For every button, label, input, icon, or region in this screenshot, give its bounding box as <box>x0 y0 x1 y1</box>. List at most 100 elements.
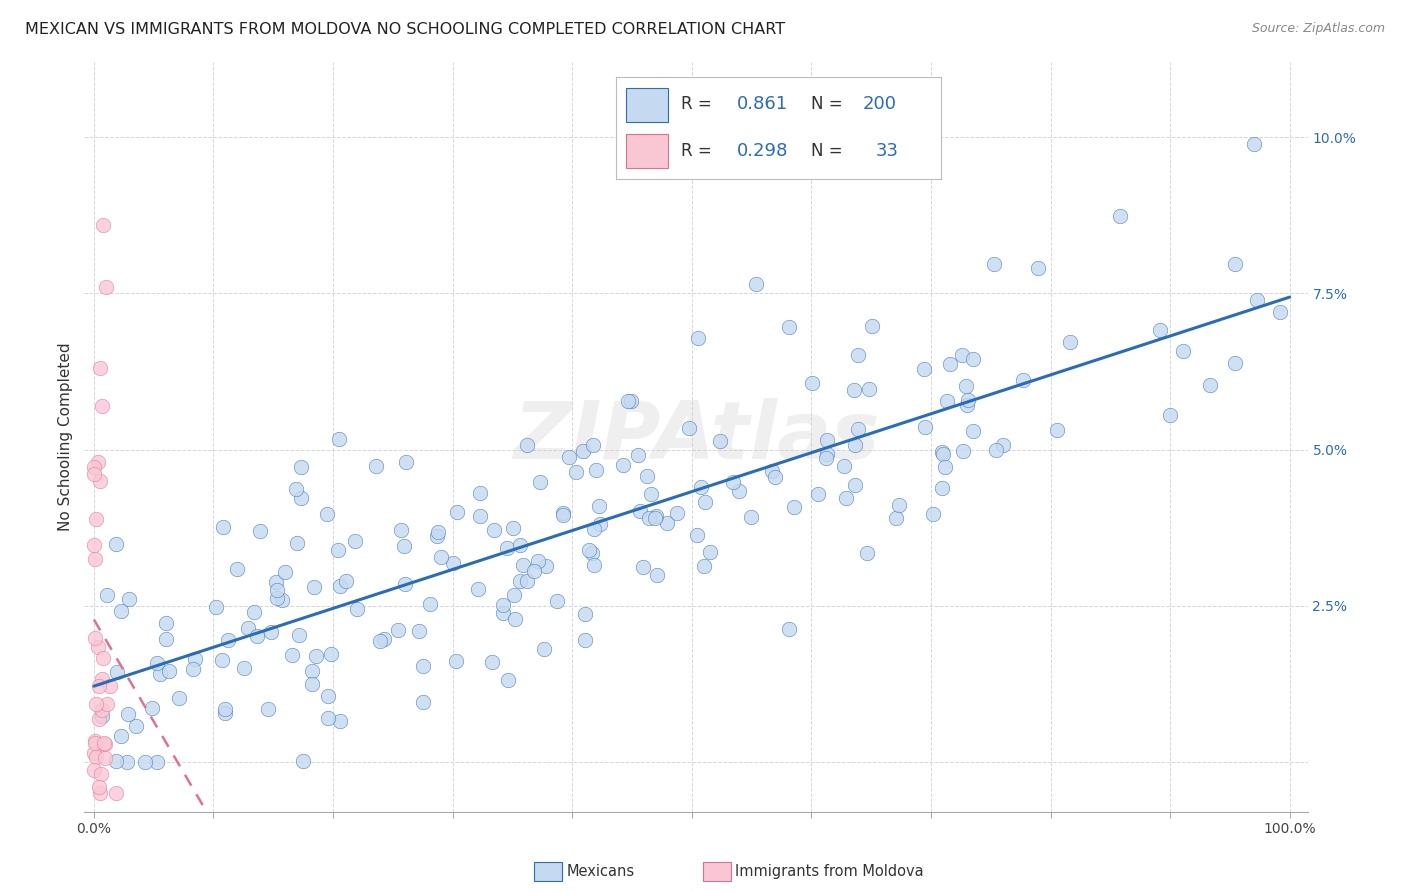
Point <box>430 549 453 564</box>
Point <box>509 574 531 588</box>
Point <box>146 755 169 769</box>
Point <box>835 491 858 506</box>
Point <box>84 697 107 711</box>
Point <box>1246 293 1268 308</box>
Point <box>184 652 207 666</box>
Point <box>301 677 323 691</box>
Point <box>246 629 269 643</box>
Point <box>807 487 830 501</box>
Point <box>496 541 519 556</box>
Point <box>546 593 568 607</box>
Point <box>115 755 138 769</box>
Point <box>141 701 163 715</box>
Point <box>271 592 294 607</box>
Point <box>319 648 342 662</box>
Point <box>1268 305 1291 319</box>
Point <box>1159 408 1181 422</box>
Point <box>557 450 579 464</box>
Point <box>83 733 105 747</box>
Point <box>815 433 838 447</box>
Point <box>693 559 716 574</box>
Point <box>470 509 492 524</box>
Point <box>157 664 180 678</box>
Point <box>236 621 259 635</box>
Point <box>588 499 610 513</box>
Point <box>482 524 505 538</box>
Point <box>571 444 593 458</box>
Text: ZIPAtlas: ZIPAtlas <box>513 398 879 476</box>
Text: Immigrants from Moldova: Immigrants from Moldova <box>735 864 924 879</box>
Point <box>844 477 866 491</box>
Point <box>1059 335 1081 350</box>
Point <box>638 511 661 525</box>
Point <box>274 565 297 579</box>
Point <box>368 633 391 648</box>
Point <box>1223 356 1246 370</box>
Point <box>686 527 709 541</box>
Point <box>800 376 823 391</box>
Point <box>914 420 936 434</box>
Point <box>533 642 555 657</box>
Point <box>91 709 114 723</box>
Point <box>912 362 935 376</box>
Point <box>952 444 974 458</box>
Point <box>740 510 762 524</box>
Point <box>259 625 281 640</box>
Point <box>167 691 190 706</box>
Point <box>90 672 112 686</box>
Point <box>523 564 546 578</box>
Point <box>468 486 491 500</box>
Point <box>290 491 312 505</box>
Point <box>316 507 339 521</box>
Point <box>281 648 304 663</box>
Point <box>553 508 575 523</box>
Point <box>125 718 148 732</box>
Point <box>496 673 519 687</box>
Point <box>94 751 117 765</box>
Text: MEXICAN VS IMMIGRANTS FROM MOLDOVA NO SCHOOLING COMPLETED CORRELATION CHART: MEXICAN VS IMMIGRANTS FROM MOLDOVA NO SC… <box>25 22 786 37</box>
Point <box>721 475 744 489</box>
Point <box>93 737 115 751</box>
Point <box>301 664 323 678</box>
Point <box>932 447 955 461</box>
Point <box>86 749 108 764</box>
Point <box>699 545 721 559</box>
Point <box>467 582 489 596</box>
Point <box>627 449 650 463</box>
Point <box>266 591 288 606</box>
Point <box>266 582 288 597</box>
Point <box>84 512 107 526</box>
Point <box>387 623 409 637</box>
Point <box>304 648 326 663</box>
Point <box>529 475 551 489</box>
Point <box>581 546 603 560</box>
Y-axis label: No Schooling Completed: No Schooling Completed <box>58 343 73 532</box>
Point <box>412 695 434 709</box>
Point <box>503 612 526 626</box>
Point <box>316 711 339 725</box>
Point <box>249 524 271 538</box>
Point <box>931 445 953 459</box>
Point <box>931 481 953 495</box>
Point <box>181 662 204 676</box>
Point <box>644 510 666 524</box>
Text: Source: ZipAtlas.com: Source: ZipAtlas.com <box>1251 22 1385 36</box>
Point <box>96 588 118 602</box>
Point <box>578 542 600 557</box>
Point <box>844 438 866 452</box>
Point <box>950 349 973 363</box>
Point <box>335 574 357 589</box>
Point <box>285 483 308 497</box>
Point <box>815 450 838 465</box>
Point <box>84 631 107 645</box>
Point <box>922 507 945 521</box>
Point <box>326 542 349 557</box>
Point <box>155 632 177 647</box>
Point <box>257 702 280 716</box>
Point <box>492 599 515 613</box>
Point <box>93 218 115 232</box>
Point <box>983 256 1005 270</box>
Point <box>636 468 658 483</box>
Point <box>551 506 574 520</box>
Point <box>419 597 441 611</box>
